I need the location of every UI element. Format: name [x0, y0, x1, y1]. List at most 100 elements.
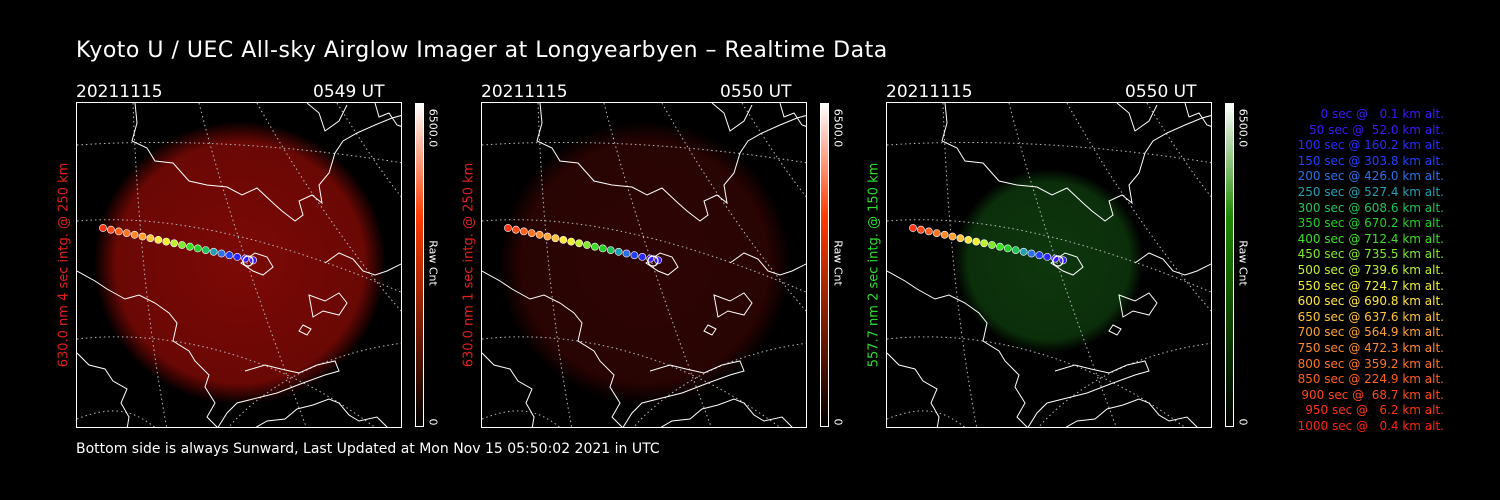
- trajectory-point: [170, 239, 178, 248]
- coastline: [1116, 103, 1158, 132]
- panel-3-colorbar-min: 0: [1236, 418, 1250, 426]
- trajectory-point: [583, 241, 591, 249]
- legend-entry: 200 sec @ 426.0 km alt.: [1297, 169, 1444, 184]
- trajectory-point: [1035, 251, 1044, 260]
- grid-line: [482, 410, 561, 427]
- coastline: [1050, 252, 1084, 276]
- coastline: [1134, 252, 1211, 276]
- trajectory-point: [996, 242, 1004, 251]
- legend-entry: 850 sec @ 224.9 km alt.: [1297, 372, 1444, 387]
- legend-entry: 0 sec @ 0.1 km alt.: [1320, 107, 1445, 121]
- panel-3-time: 0550 UT: [1125, 82, 1197, 102]
- legend-entry: 1000 sec @ 0.4 km alt.: [1297, 419, 1444, 433]
- trajectory-point: [964, 235, 973, 244]
- legend-entry: 550 sec @ 724.7 km alt.: [1297, 278, 1444, 293]
- panel-2-wavelength-label: 630.0 nm 1 sec intg. @ 250 km: [461, 162, 477, 368]
- trajectory-point: [1011, 246, 1020, 254]
- trajectory-point: [225, 251, 234, 260]
- panel-3-colorbar-max: 6500.0: [1236, 108, 1250, 148]
- panel-2-map: [482, 103, 806, 427]
- station-marker: [647, 255, 659, 267]
- legend-entry: 300 sec @ 608.6 km alt.: [1297, 200, 1444, 215]
- panel-3-image: [886, 102, 1212, 428]
- trajectory-point: [1027, 249, 1036, 258]
- panel-2-colorbar-min: 0: [831, 418, 845, 426]
- panel-2-date: 20211115: [481, 82, 568, 102]
- trajectory-point: [154, 235, 163, 244]
- panel-3-date: 20211115: [886, 82, 973, 102]
- trajectory-point: [956, 234, 965, 243]
- trajectory-point: [138, 232, 147, 241]
- legend-entry: 450 sec @ 735.5 km alt.: [1297, 247, 1444, 262]
- trajectory-point: [114, 227, 123, 236]
- grid-line: [77, 141, 401, 164]
- station-marker: [1052, 255, 1064, 267]
- panel-1-colorbar-max: 6500.0: [426, 108, 440, 148]
- footer-note: Bottom side is always Sunward, Last Upda…: [76, 441, 660, 457]
- panel-2-colorbar-max: 6500.0: [831, 108, 845, 148]
- coastline: [779, 103, 806, 127]
- grid-line: [887, 336, 1186, 427]
- legend-entry: 350 sec @ 670.2 km alt.: [1297, 216, 1444, 231]
- coastline: [77, 270, 218, 427]
- trajectory-point: [932, 229, 941, 238]
- trajectory-point: [193, 244, 202, 253]
- panel-1-image: [76, 102, 402, 428]
- coastline: [324, 252, 401, 276]
- legend-entry: 750 sec @ 472.3 km alt.: [1297, 341, 1444, 355]
- panel-2-time: 0550 UT: [720, 82, 792, 102]
- station-marker: [242, 255, 254, 267]
- coastline: [1184, 103, 1211, 127]
- grid-line: [1038, 342, 1211, 427]
- trajectory-point: [519, 227, 528, 236]
- grid-line: [887, 410, 966, 427]
- trajectory-point: [209, 247, 218, 256]
- panel-3-colorbar-unit: Raw Cnt: [1236, 240, 1250, 286]
- trajectory-point: [567, 237, 576, 246]
- coastline: [240, 252, 274, 276]
- coastline: [1027, 360, 1150, 427]
- coastline: [941, 103, 1211, 222]
- panel-3-colorbar: [1225, 103, 1234, 427]
- coastline: [711, 103, 753, 132]
- trajectory-point: [233, 252, 242, 261]
- grid-line: [482, 141, 806, 164]
- airglow-emission: [94, 121, 386, 405]
- coastline: [887, 270, 1028, 427]
- trajectory-point: [99, 224, 107, 232]
- coastline: [536, 103, 806, 222]
- panel-1-time: 0549 UT: [313, 82, 385, 102]
- legend-entry: 900 sec @ 68.7 km alt.: [1301, 387, 1444, 402]
- trajectory-point: [917, 225, 925, 234]
- trajectory-point: [107, 225, 115, 234]
- panel-1-map: [77, 103, 401, 427]
- trajectory-point: [543, 232, 552, 241]
- grid-line: [1146, 103, 1211, 198]
- trajectory-point: [972, 237, 981, 246]
- coastline: [1065, 398, 1198, 427]
- panel-1-colorbar-unit: Raw Cnt: [426, 240, 440, 286]
- legend-entry: 100 sec @ 160.2 km alt.: [1297, 138, 1444, 153]
- coastline: [298, 324, 312, 336]
- coastline: [887, 352, 940, 427]
- airglow-emission: [499, 121, 791, 405]
- legend-entry: 600 sec @ 690.8 km alt.: [1297, 294, 1444, 309]
- panel-1-wavelength-label: 630.0 nm 4 sec intg. @ 250 km: [56, 162, 72, 368]
- coastline: [713, 292, 753, 318]
- trajectory-point: [512, 225, 520, 234]
- panel-3-map: [887, 103, 1211, 427]
- panel-1-date: 20211115: [76, 82, 163, 102]
- coastline: [1108, 324, 1122, 336]
- trajectory-point: [591, 242, 599, 251]
- panel-1-colorbar: [415, 103, 424, 427]
- trajectory-point: [622, 249, 631, 258]
- coastline: [645, 252, 679, 276]
- coastline: [660, 398, 793, 427]
- legend-entry: 800 sec @ 359.2 km alt.: [1297, 356, 1444, 371]
- trajectory-point: [575, 239, 583, 248]
- trajectory-point: [948, 232, 957, 241]
- legend-entry: 150 sec @ 303.8 km alt.: [1297, 153, 1444, 168]
- trajectory-point: [606, 246, 615, 254]
- trajectory-point: [638, 252, 647, 261]
- coastline: [77, 352, 130, 427]
